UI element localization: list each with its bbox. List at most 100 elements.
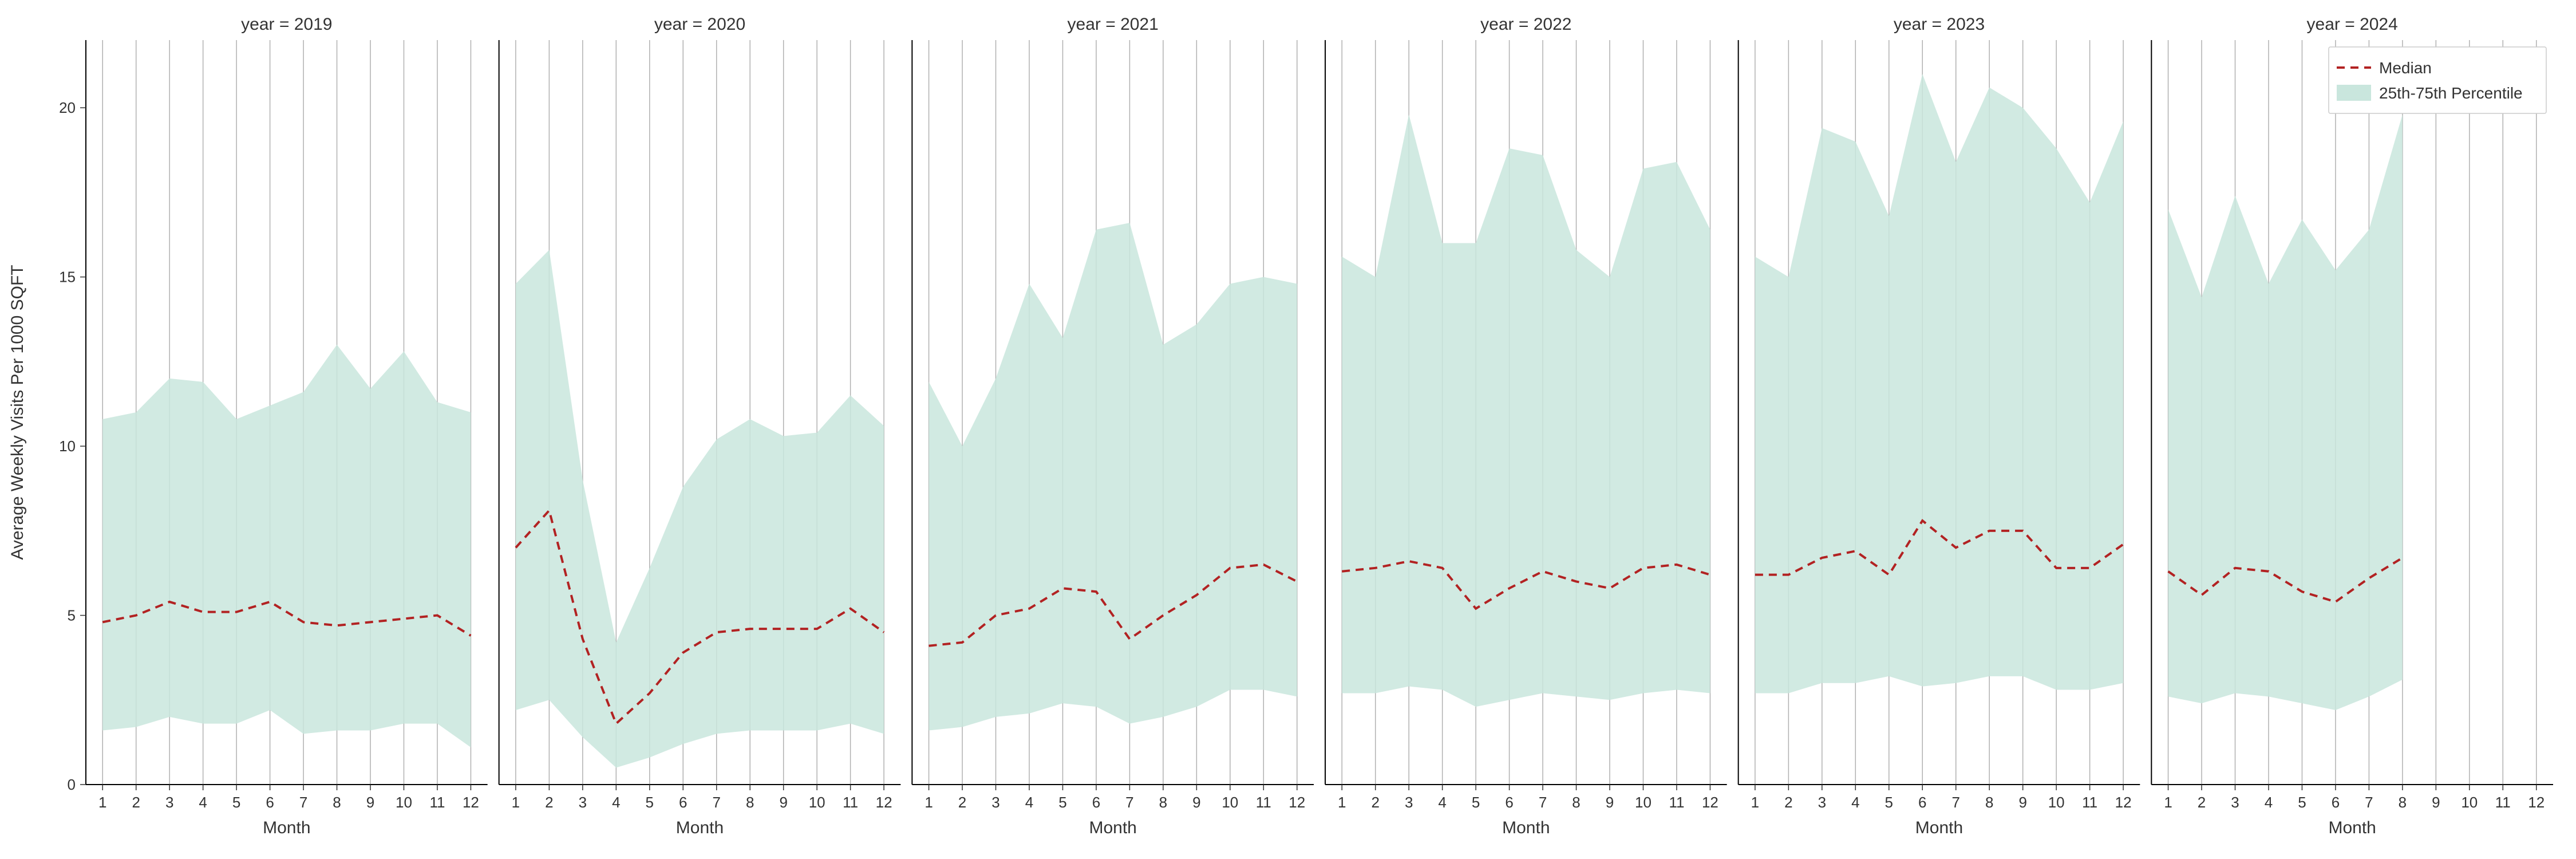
x-tick-label: 12 — [2528, 794, 2545, 811]
x-tick-label: 10 — [1635, 794, 1652, 811]
x-tick-label: 12 — [1289, 794, 1305, 811]
panel-title: year = 2023 — [1894, 15, 1985, 34]
percentile-band — [1755, 74, 2123, 693]
legend-frame — [2329, 47, 2546, 113]
x-tick-label: 12 — [2115, 794, 2132, 811]
panel: 12345678910111205101520year = 2019Month — [59, 15, 488, 837]
chart-svg: Average Weekly Visits Per 1000 SQFT12345… — [0, 0, 2576, 859]
x-tick-label: 6 — [2332, 794, 2340, 811]
x-tick-label: 8 — [2399, 794, 2407, 811]
x-axis-label: Month — [263, 818, 310, 837]
x-tick-label: 1 — [1338, 794, 1346, 811]
x-tick-label: 11 — [1256, 794, 1271, 811]
panel-title: year = 2021 — [1068, 15, 1159, 34]
x-tick-label: 1 — [98, 794, 106, 811]
x-tick-label: 1 — [924, 794, 933, 811]
x-tick-label: 9 — [1606, 794, 1614, 811]
x-tick-label: 9 — [779, 794, 787, 811]
percentile-band — [2168, 115, 2403, 710]
panel-title: year = 2020 — [654, 15, 745, 34]
x-tick-label: 11 — [2495, 794, 2511, 811]
y-tick-label: 15 — [59, 269, 76, 286]
x-tick-label: 8 — [1159, 794, 1167, 811]
x-tick-label: 7 — [1125, 794, 1133, 811]
x-tick-label: 10 — [809, 794, 825, 811]
x-axis-label: Month — [1089, 818, 1136, 837]
x-tick-label: 12 — [1702, 794, 1718, 811]
legend-patch-sample — [2337, 85, 2371, 101]
panel-title: year = 2024 — [2307, 15, 2398, 34]
x-tick-label: 3 — [1818, 794, 1826, 811]
panel-title: year = 2019 — [241, 15, 332, 34]
x-tick-label: 3 — [2231, 794, 2239, 811]
x-tick-label: 7 — [1539, 794, 1547, 811]
x-tick-label: 5 — [2298, 794, 2306, 811]
x-tick-label: 10 — [2048, 794, 2065, 811]
percentile-band — [1342, 115, 1710, 707]
x-tick-label: 9 — [2018, 794, 2026, 811]
x-tick-label: 2 — [1371, 794, 1379, 811]
x-tick-label: 5 — [1472, 794, 1480, 811]
x-tick-label: 5 — [232, 794, 240, 811]
x-tick-label: 7 — [1952, 794, 1960, 811]
x-tick-label: 5 — [1885, 794, 1893, 811]
percentile-band — [929, 223, 1297, 730]
x-tick-label: 6 — [266, 794, 274, 811]
x-tick-label: 4 — [1851, 794, 1859, 811]
percentile-band — [102, 345, 471, 747]
x-tick-label: 2 — [132, 794, 140, 811]
legend-label: Median — [2379, 59, 2432, 77]
x-tick-label: 8 — [1985, 794, 1993, 811]
x-tick-label: 6 — [1505, 794, 1513, 811]
x-tick-label: 2 — [958, 794, 966, 811]
x-tick-label: 10 — [1222, 794, 1238, 811]
x-axis-label: Month — [2328, 818, 2376, 837]
x-tick-label: 4 — [199, 794, 207, 811]
x-tick-label: 9 — [366, 794, 374, 811]
x-tick-label: 5 — [1058, 794, 1066, 811]
x-tick-label: 7 — [299, 794, 307, 811]
panel: 123456789101112year = 2021Month — [912, 15, 1314, 837]
x-tick-label: 2 — [545, 794, 553, 811]
x-tick-label: 3 — [165, 794, 173, 811]
x-tick-label: 2 — [2198, 794, 2206, 811]
x-tick-label: 5 — [646, 794, 654, 811]
panel: 123456789101112year = 2022Month — [1325, 15, 1727, 837]
y-tick-label: 5 — [68, 607, 76, 624]
x-tick-label: 4 — [1438, 794, 1446, 811]
x-tick-label: 2 — [1784, 794, 1792, 811]
x-tick-label: 9 — [2432, 794, 2440, 811]
x-tick-label: 12 — [463, 794, 479, 811]
x-tick-label: 3 — [579, 794, 587, 811]
x-tick-label: 11 — [429, 794, 445, 811]
x-axis-label: Month — [1915, 818, 1963, 837]
x-tick-label: 4 — [612, 794, 620, 811]
x-tick-label: 11 — [843, 794, 858, 811]
x-tick-label: 6 — [679, 794, 687, 811]
x-tick-label: 7 — [713, 794, 721, 811]
y-tick-label: 10 — [59, 438, 76, 455]
y-tick-label: 0 — [68, 776, 76, 793]
panel-title: year = 2022 — [1480, 15, 1571, 34]
x-tick-label: 8 — [333, 794, 341, 811]
y-tick-label: 20 — [59, 99, 76, 116]
x-tick-label: 1 — [2164, 794, 2172, 811]
x-tick-label: 12 — [876, 794, 892, 811]
x-tick-label: 10 — [396, 794, 412, 811]
x-tick-label: 1 — [512, 794, 520, 811]
x-tick-label: 1 — [1751, 794, 1759, 811]
panel: 123456789101112year = 2023Month — [1739, 15, 2140, 837]
panel: 123456789101112year = 2020Month — [499, 15, 901, 837]
y-axis-label: Average Weekly Visits Per 1000 SQFT — [8, 265, 27, 559]
x-tick-label: 7 — [2365, 794, 2373, 811]
x-tick-label: 6 — [1092, 794, 1100, 811]
x-tick-label: 4 — [2265, 794, 2273, 811]
x-tick-label: 3 — [1405, 794, 1413, 811]
x-tick-label: 6 — [1918, 794, 1926, 811]
x-tick-label: 11 — [2082, 794, 2097, 811]
x-tick-label: 4 — [1025, 794, 1033, 811]
x-tick-label: 10 — [2461, 794, 2478, 811]
x-tick-label: 8 — [746, 794, 754, 811]
x-axis-label: Month — [1502, 818, 1550, 837]
x-tick-label: 11 — [1669, 794, 1684, 811]
